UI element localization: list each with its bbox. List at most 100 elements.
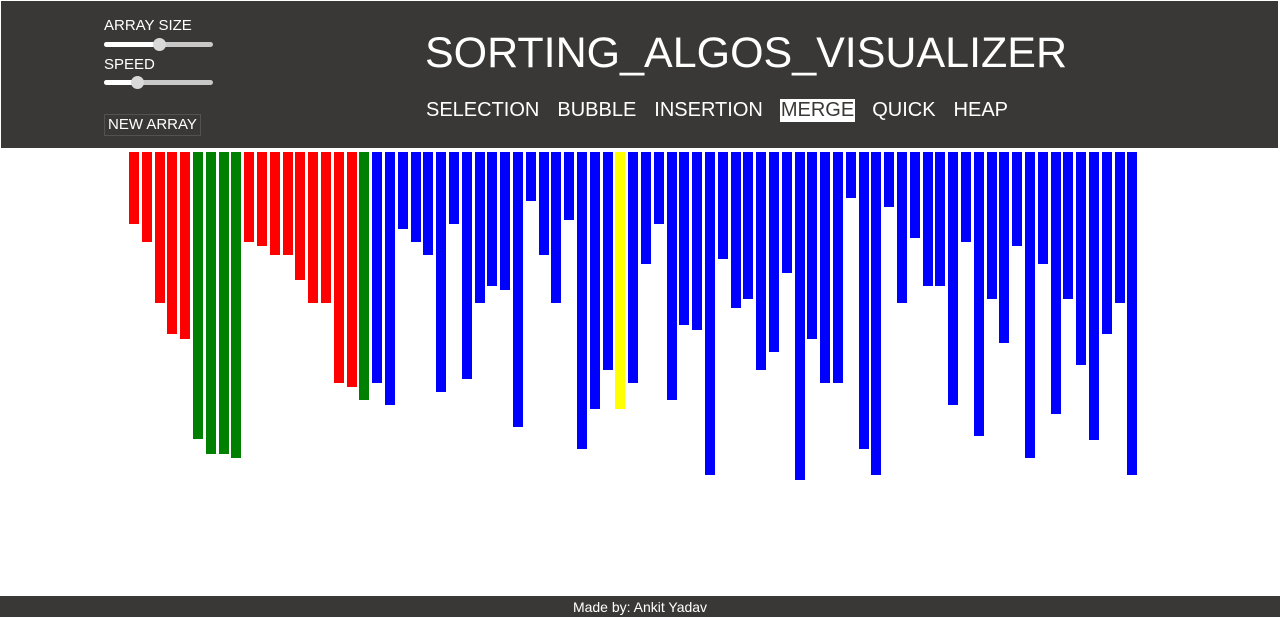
array-bar bbox=[359, 152, 370, 400]
array-bar bbox=[154, 152, 165, 303]
array-bar bbox=[1127, 152, 1138, 475]
array-bar bbox=[525, 152, 536, 201]
array-bar bbox=[1025, 152, 1035, 458]
array-bar bbox=[372, 152, 383, 383]
array-bar bbox=[461, 152, 472, 379]
array-bar bbox=[1050, 152, 1061, 414]
array-bar bbox=[577, 152, 587, 449]
array-bar bbox=[884, 152, 895, 207]
array-bar bbox=[628, 152, 639, 383]
array-bar bbox=[449, 152, 459, 224]
array-size-label: ARRAY SIZE bbox=[104, 17, 192, 34]
array-bar bbox=[615, 152, 626, 409]
algo-button-insertion[interactable]: INSERTION bbox=[654, 99, 763, 121]
array-bar bbox=[769, 152, 779, 352]
array-size-slider-fill bbox=[104, 42, 159, 47]
array-bar bbox=[641, 152, 651, 264]
array-bar bbox=[833, 152, 843, 383]
array-bar bbox=[730, 152, 741, 308]
algo-button-selection[interactable]: SELECTION bbox=[426, 99, 540, 121]
array-bar bbox=[423, 152, 434, 255]
array-bar bbox=[193, 152, 203, 439]
array-bar bbox=[205, 152, 216, 454]
array-bar bbox=[999, 152, 1010, 343]
array-bar bbox=[794, 152, 805, 480]
array-bar bbox=[564, 152, 575, 220]
array-bar bbox=[487, 152, 498, 286]
array-bar bbox=[1063, 152, 1074, 299]
bar-chart bbox=[0, 152, 1280, 592]
array-bar bbox=[308, 152, 319, 303]
array-bar bbox=[756, 152, 767, 370]
array-bar bbox=[141, 152, 152, 242]
array-bar bbox=[513, 152, 523, 427]
array-bar bbox=[129, 152, 139, 224]
array-bar bbox=[948, 152, 959, 405]
array-bar bbox=[781, 152, 792, 273]
array-bar bbox=[589, 152, 600, 409]
array-bar bbox=[807, 152, 818, 339]
array-bar bbox=[1114, 152, 1125, 303]
page-title: SORTING_ALGOS_VISUALIZER bbox=[425, 29, 1068, 77]
array-bar bbox=[282, 152, 293, 255]
array-bar bbox=[257, 152, 267, 246]
array-bar bbox=[410, 152, 421, 242]
array-bar bbox=[538, 152, 549, 255]
algo-button-bubble[interactable]: BUBBLE bbox=[557, 99, 637, 121]
array-bar bbox=[500, 152, 511, 290]
array-bar bbox=[961, 152, 971, 242]
array-bar bbox=[986, 152, 997, 299]
speed-slider[interactable] bbox=[104, 76, 213, 89]
array-bar bbox=[1101, 152, 1112, 334]
array-bar bbox=[1037, 152, 1048, 264]
algo-button-quick[interactable]: QUICK bbox=[872, 99, 936, 121]
array-bar bbox=[385, 152, 395, 405]
array-bar bbox=[333, 152, 344, 383]
speed-slider-thumb[interactable] bbox=[130, 76, 144, 89]
array-bar bbox=[231, 152, 242, 458]
array-bar bbox=[897, 152, 907, 303]
array-bar bbox=[922, 152, 933, 286]
array-bar bbox=[551, 152, 562, 303]
footer: Made by: Ankit Yadav bbox=[0, 596, 1280, 617]
array-bar bbox=[845, 152, 856, 198]
new-array-button[interactable]: NEW ARRAY bbox=[104, 114, 201, 136]
array-size-slider-thumb[interactable] bbox=[152, 38, 166, 51]
array-bar bbox=[180, 152, 191, 339]
footer-credit: Made by: Ankit Yadav bbox=[572, 599, 708, 615]
array-bar bbox=[1012, 152, 1023, 246]
array-bar bbox=[935, 152, 946, 286]
array-bar bbox=[692, 152, 703, 330]
array-bar bbox=[167, 152, 178, 334]
array-bar bbox=[717, 152, 728, 259]
array-bar bbox=[666, 152, 677, 400]
array-bar bbox=[397, 152, 408, 229]
array-bar bbox=[871, 152, 882, 475]
speed-label: SPEED bbox=[104, 56, 155, 73]
array-bar bbox=[244, 152, 255, 242]
array-bar bbox=[436, 152, 447, 392]
algo-button-heap[interactable]: HEAP bbox=[953, 99, 1008, 121]
array-bar bbox=[653, 152, 664, 224]
header-bar: ARRAY SIZE SPEED NEW ARRAY SORTING_ALGOS… bbox=[1, 1, 1278, 148]
algo-button-merge[interactable]: MERGE bbox=[779, 99, 856, 122]
array-bar bbox=[909, 152, 920, 238]
array-bar bbox=[679, 152, 690, 325]
algorithm-nav: SELECTION BUBBLE INSERTION MERGE QUICK HEAP bbox=[425, 99, 1025, 122]
array-bar bbox=[295, 152, 306, 280]
array-bar bbox=[474, 152, 485, 303]
array-bar bbox=[321, 152, 331, 303]
array-bar bbox=[820, 152, 831, 383]
array-size-slider[interactable] bbox=[104, 38, 213, 51]
array-bar bbox=[269, 152, 280, 255]
array-bar bbox=[346, 152, 357, 387]
array-bar bbox=[743, 152, 754, 299]
array-bar bbox=[858, 152, 869, 449]
array-bar bbox=[973, 152, 984, 436]
array-bar bbox=[705, 152, 715, 475]
speed-slider-fill bbox=[104, 80, 137, 85]
array-bar bbox=[218, 152, 229, 454]
array-bar bbox=[602, 152, 613, 370]
array-bar bbox=[1089, 152, 1099, 440]
array-bar bbox=[1076, 152, 1087, 365]
